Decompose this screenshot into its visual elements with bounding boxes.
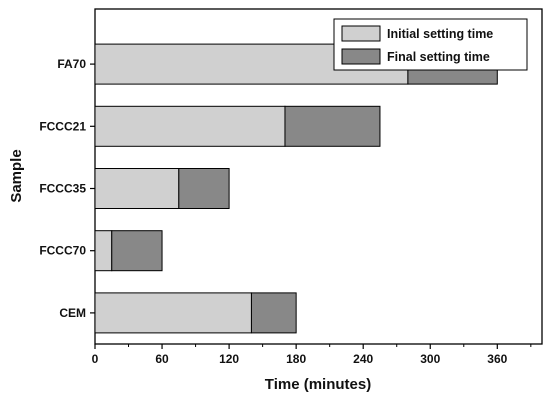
- x-tick-label-360: 360: [487, 352, 507, 366]
- legend-swatch-initial: [341, 25, 381, 42]
- bar-cem-initial: [94, 292, 252, 334]
- bar-fccc35-final: [178, 168, 230, 209]
- y-axis: FA70 FCCC21 FCCC35 FCCC70 CEM: [39, 57, 95, 320]
- bar-fccc21-initial: [94, 105, 286, 147]
- x-tick-label-300: 300: [420, 352, 440, 366]
- x-axis: 0 60 120 180 240 300 360: [92, 344, 532, 366]
- bar-fccc21-final: [284, 105, 381, 147]
- x-tick-label-180: 180: [286, 352, 306, 366]
- legend-label-initial: Initial setting time: [387, 27, 493, 41]
- legend-label-final: Final setting time: [387, 50, 490, 64]
- y-tick-label-fa70: FA70: [57, 57, 86, 71]
- y-tick-label-cem: CEM: [59, 306, 86, 320]
- bar-fccc70-initial: [94, 230, 113, 272]
- y-axis-title: Sample: [8, 149, 25, 202]
- x-tick-label-60: 60: [155, 352, 169, 366]
- y-tick-label-fccc70: FCCC70: [39, 244, 86, 258]
- y-tick-label-fccc35: FCCC35: [39, 182, 86, 196]
- bar-fccc35-initial: [94, 168, 180, 209]
- x-tick-label-120: 120: [219, 352, 239, 366]
- x-tick-label-240: 240: [353, 352, 373, 366]
- bar-cem-final: [250, 292, 297, 334]
- legend-swatch-final: [341, 48, 381, 65]
- x-axis-title: Time (minutes): [265, 376, 371, 393]
- x-tick-label-0: 0: [92, 352, 99, 366]
- bar-fccc70-final: [111, 230, 163, 272]
- y-tick-label-fccc21: FCCC21: [39, 119, 86, 133]
- legend: Initial setting time Final setting time: [333, 18, 528, 71]
